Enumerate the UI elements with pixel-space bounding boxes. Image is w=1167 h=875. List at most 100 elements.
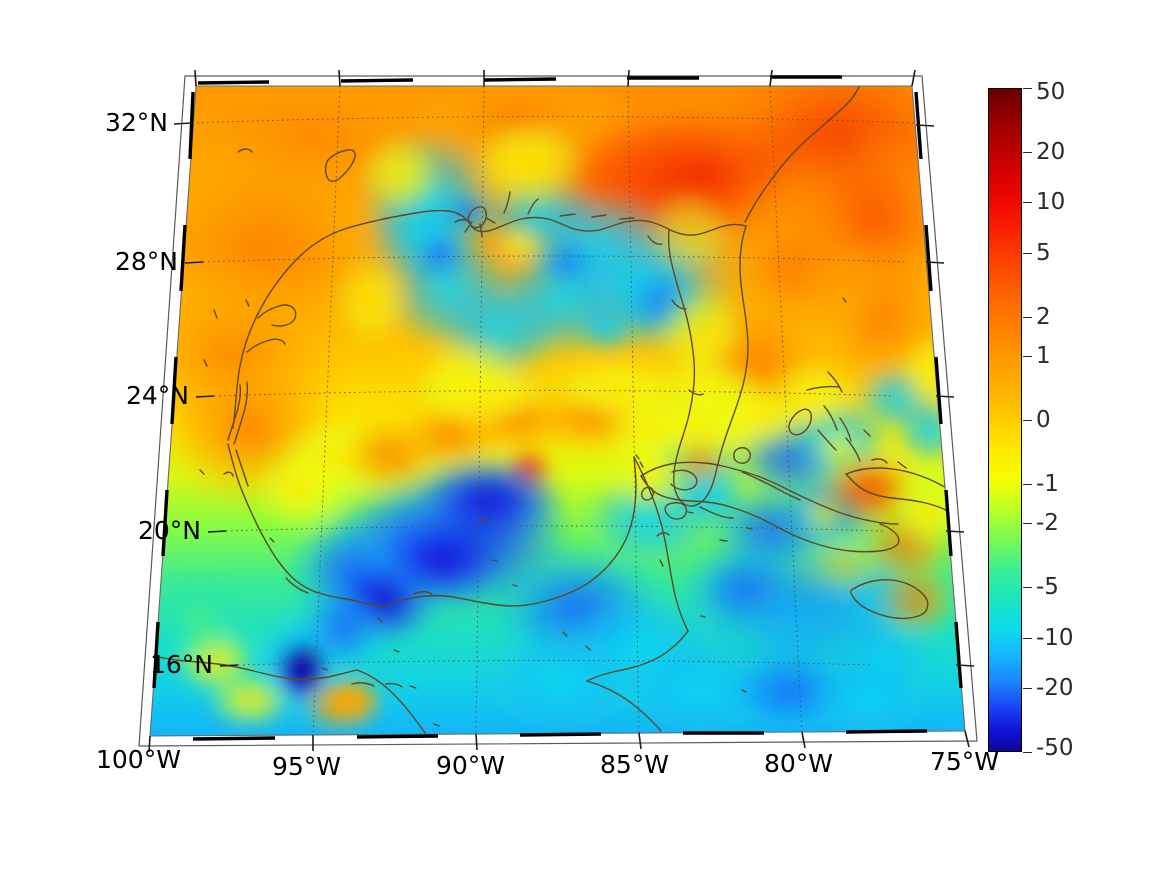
coastline-mexico-east <box>227 443 384 608</box>
coastline-bahamas-andros <box>788 408 812 436</box>
colorbar-tick-m5 <box>1023 587 1032 588</box>
colorbar-tick-2 <box>1023 317 1032 318</box>
coastline-small-island-gulf-p <box>842 297 847 303</box>
coastline-small-island-gulf-m <box>433 723 440 727</box>
coastline-small-island-gulf-g <box>377 617 383 623</box>
coastline-small-island-gulf-a <box>245 299 250 307</box>
tick-lat-32 <box>173 122 193 125</box>
coastline-delta-finger-b <box>479 223 483 237</box>
coastline-lake-okeechobee <box>733 447 751 464</box>
tick-lon-100 <box>148 735 151 753</box>
coastline-inagua <box>871 458 888 464</box>
colorbar-label-1: 1 <box>1036 343 1051 369</box>
coastline-alacranes <box>479 518 490 523</box>
coastline-mississippi-delta <box>467 206 487 229</box>
coastline-small-island-gulf-f <box>269 537 275 543</box>
coastline-jamaica <box>850 579 929 620</box>
coastline-small-island-gulf-o <box>585 645 591 651</box>
coastline-apalachee-bay <box>647 235 663 245</box>
coastline-contoy <box>635 454 640 460</box>
coastline-cayman <box>719 539 728 542</box>
map-frame-bottom-segments <box>192 729 928 741</box>
coastline-small-island-gulf-c <box>203 359 208 367</box>
coastline-matagorda <box>246 338 286 353</box>
ytick-label-16n: 16°N <box>149 650 213 679</box>
ytick-label-20n: 20°N <box>137 516 201 545</box>
gridline-lat-28 <box>202 255 906 263</box>
coastline-florida-keys <box>699 506 734 519</box>
xtick-label-100w: 100°W <box>96 745 181 774</box>
map-frame-top-segments <box>197 75 842 85</box>
coastline-bahamas-long <box>845 437 861 462</box>
coastline-florida-peninsula <box>667 225 749 507</box>
coastline-cuba-keys <box>741 471 801 501</box>
colorbar-gradient <box>989 89 1021 751</box>
coastline-panhandle-islands-b <box>591 214 607 218</box>
map-ticks-top <box>194 69 916 87</box>
coastline-small-island-gulf-r <box>237 148 253 153</box>
gridline-lon-90 <box>475 86 485 736</box>
tick-lat-16 <box>219 664 239 667</box>
coastline-texas-barrier-island <box>227 384 242 441</box>
coastline-yucatan-east <box>633 456 689 632</box>
coastline-belize-honduras <box>586 630 689 682</box>
colorbar-label-m2: -2 <box>1036 510 1059 536</box>
colorbar-label-m20: -20 <box>1036 675 1074 701</box>
map-ticks-latitude <box>173 122 239 667</box>
coastline-panhandle-islands-a <box>559 213 576 217</box>
coastline-isla-mujeres <box>639 461 644 468</box>
colorbar-tick-m20 <box>1023 688 1032 689</box>
coastline-barataria <box>454 219 471 223</box>
map-ticks-right <box>915 124 975 667</box>
coastline-bahamas-grand-bahama <box>806 385 840 391</box>
xtick-label-85w: 85°W <box>600 750 670 779</box>
coastline-cuba-south <box>640 475 900 553</box>
coastline-honduras-nicaragua <box>586 680 662 732</box>
tick-lon-90 <box>475 733 478 751</box>
colorbar-tick-m1 <box>1023 484 1032 485</box>
coastline-bahamas-eleuthera <box>823 405 838 431</box>
colorbar-tick-m10 <box>1023 638 1032 639</box>
colorbar-tick-50 <box>1023 88 1032 89</box>
map-frame-right-segments <box>914 91 963 689</box>
colorbar[interactable] <box>988 88 1022 752</box>
map-frame-left-segments <box>152 91 195 689</box>
gridline-lon-85 <box>627 86 640 736</box>
coastline-small-island-gulf-i <box>393 649 400 653</box>
coastline-laguna-madre-mx <box>235 449 249 487</box>
colorbar-tick-m2 <box>1023 523 1032 524</box>
coastline-cuba-bay-a <box>670 469 698 491</box>
colorbar-tick-20 <box>1023 152 1032 153</box>
coastline-small-island-gulf-j <box>351 682 375 687</box>
colorbar-label-2: 2 <box>1036 304 1051 330</box>
colorbar-tick-1 <box>1023 356 1032 357</box>
coastline-yucatan <box>382 456 637 608</box>
colorbar-label-m1: -1 <box>1036 471 1059 497</box>
xtick-label-95w: 95°W <box>272 752 342 781</box>
xtick-label-90w: 90°W <box>436 751 506 780</box>
coastline-veracruz <box>285 577 309 594</box>
coastline-small-island-gulf-e <box>223 471 234 477</box>
tick-lon-75 <box>964 730 970 748</box>
coastline-florida-bigbend <box>671 299 687 310</box>
tick-lon-85 <box>638 732 642 750</box>
coastline-cuba <box>640 461 899 525</box>
coastline-delta-finger-a <box>464 221 473 233</box>
colorbar-label-m10: -10 <box>1036 625 1074 651</box>
coastline-small-island-gulf-q <box>324 149 356 182</box>
coastline-small-island-gulf-d <box>199 469 205 475</box>
map-frame-outer <box>138 75 978 747</box>
coastline-banco-chinchorro <box>659 559 664 567</box>
colorbar-label-m5: -5 <box>1036 574 1059 600</box>
coastline-laguna-terminos <box>413 591 433 595</box>
xtick-label-75w: 75°W <box>930 747 1000 776</box>
tick-lat-28 <box>184 261 204 264</box>
coastline-chetumal <box>656 532 670 537</box>
gridline-lat-24 <box>213 390 895 397</box>
colorbar-label-20: 20 <box>1036 139 1066 165</box>
coastline-turks <box>897 461 907 469</box>
